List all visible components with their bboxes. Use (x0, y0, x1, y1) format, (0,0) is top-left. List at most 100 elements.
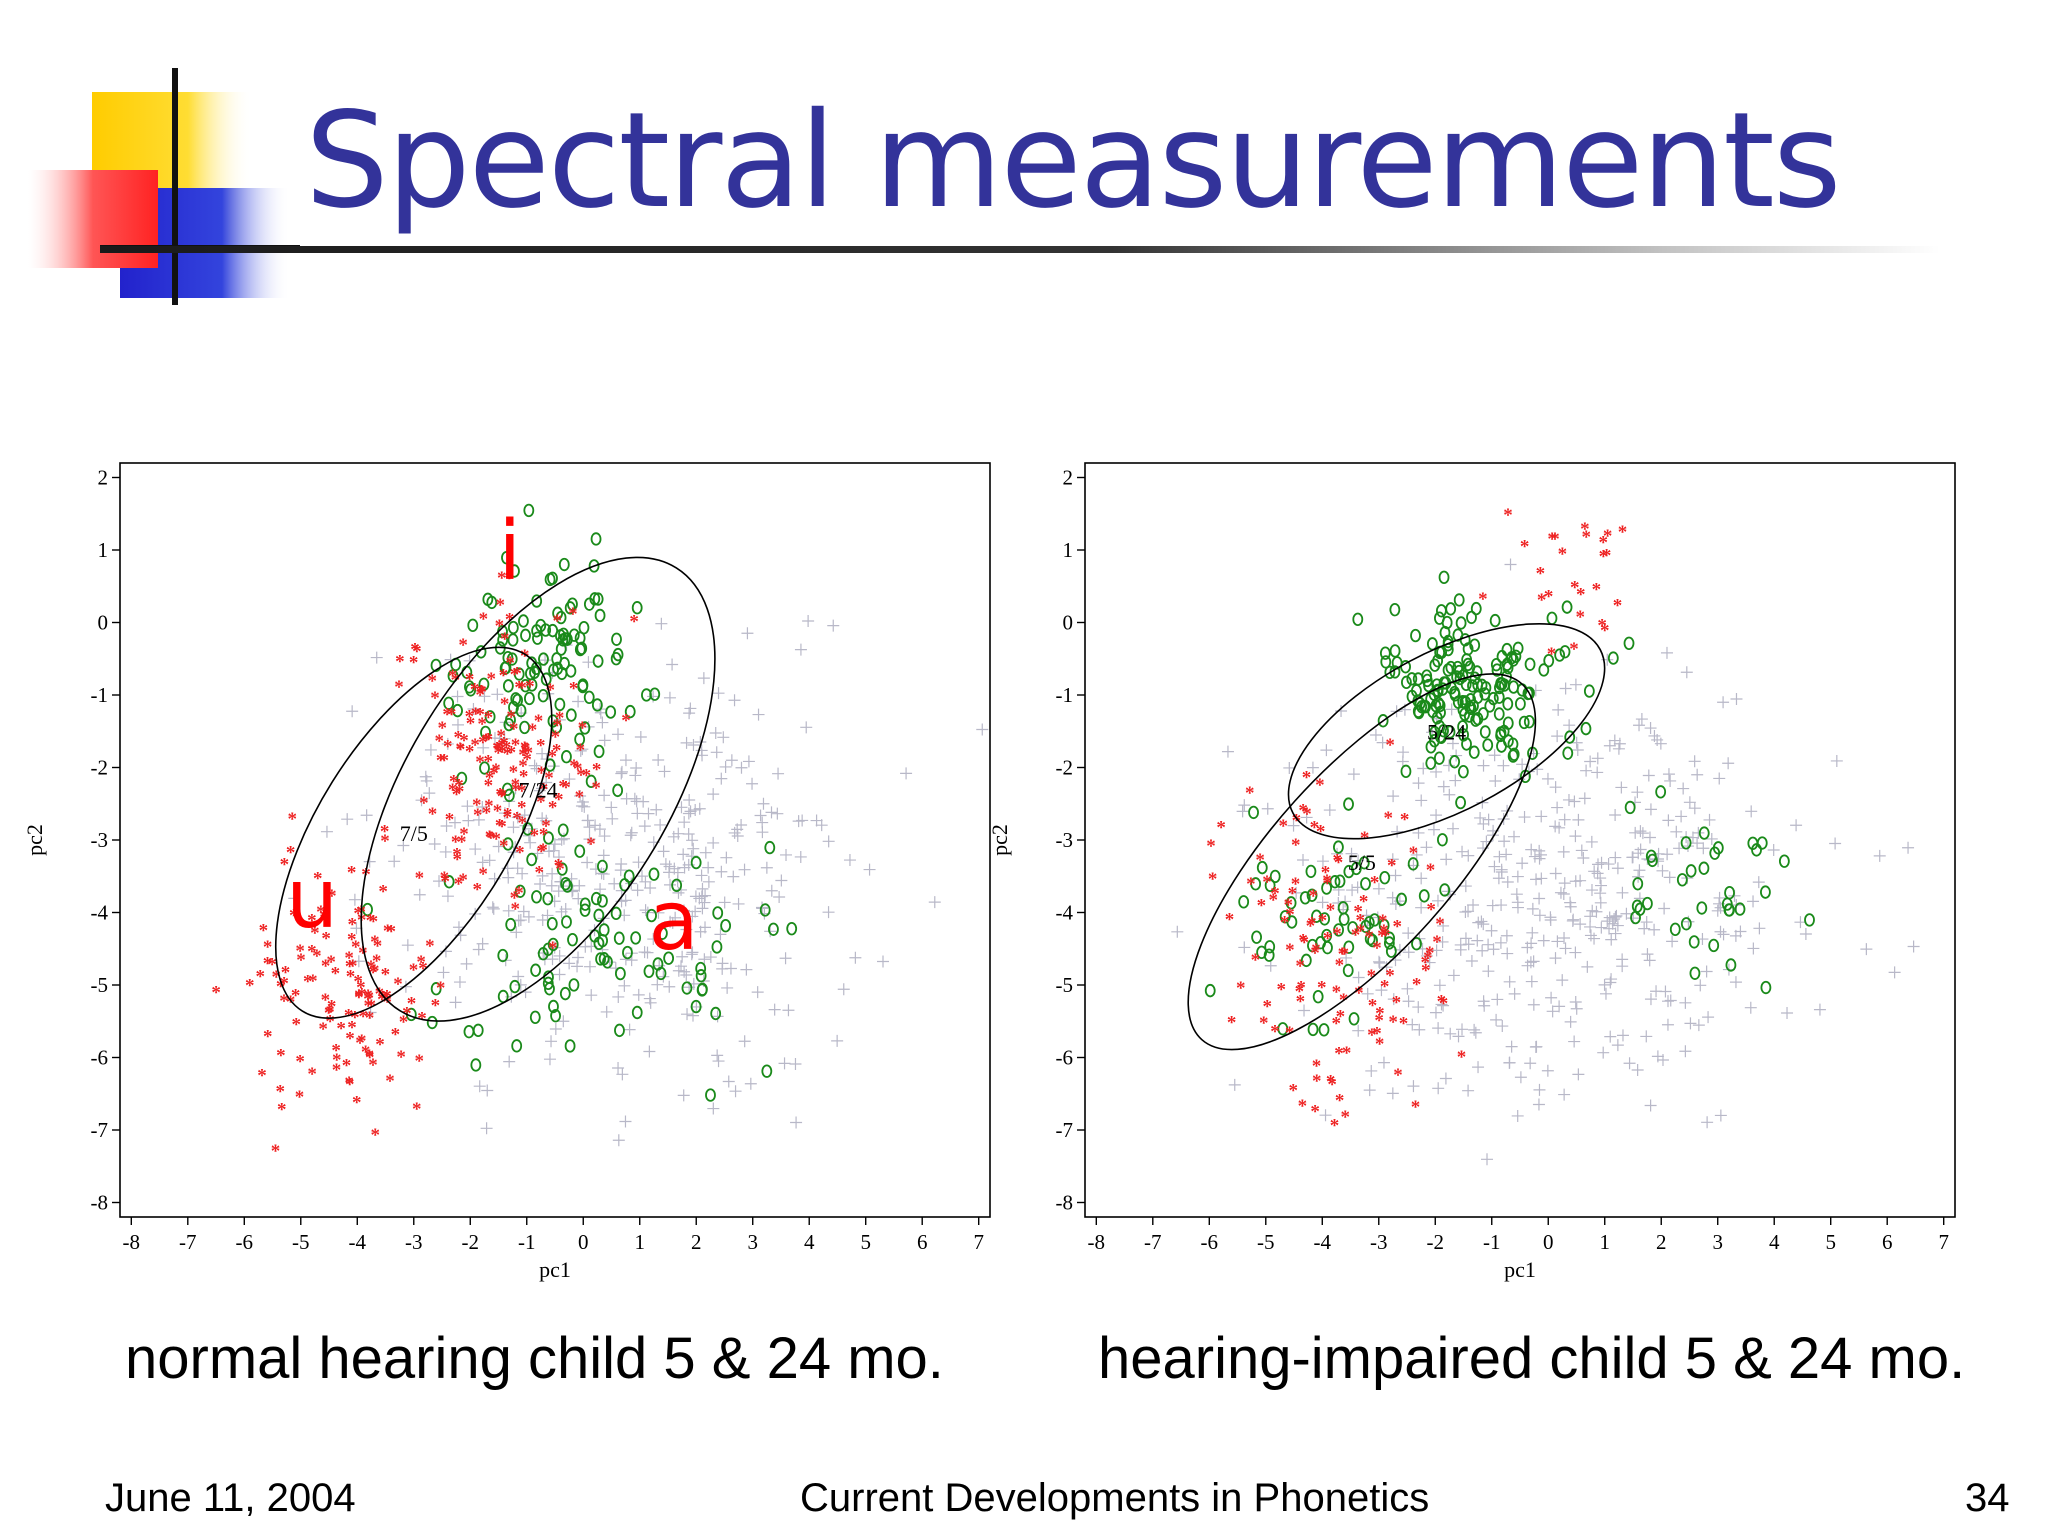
point-asterisk: * (289, 906, 299, 927)
point-asterisk: * (365, 1046, 375, 1067)
point-asterisk: * (321, 929, 331, 950)
point-asterisk: * (1298, 801, 1308, 822)
point-plus (1462, 1084, 1475, 1097)
point-plus (1495, 899, 1508, 912)
point-plus (707, 788, 720, 801)
point-plus (1584, 929, 1597, 942)
point-plus (1557, 845, 1570, 858)
point-asterisk: * (347, 1018, 357, 1039)
point-asterisk: * (394, 677, 404, 698)
point-asterisk: * (1367, 966, 1377, 987)
point-plus (1415, 794, 1428, 807)
point-circle (506, 652, 518, 666)
point-circle (1470, 713, 1482, 727)
point-plus (581, 814, 594, 827)
point-asterisk: * (518, 756, 528, 777)
point-circle (1688, 935, 1700, 949)
point-asterisk: * (479, 609, 489, 630)
point-plus (441, 737, 454, 750)
point-asterisk: * (591, 778, 601, 799)
point-plus (546, 867, 559, 880)
point-asterisk: * (475, 704, 485, 725)
point-asterisk: * (428, 804, 438, 825)
point-plus (657, 970, 670, 983)
point-asterisk: * (419, 793, 429, 814)
point-plus (768, 1003, 781, 1016)
point-asterisk: * (1262, 872, 1272, 893)
point-plus (1595, 856, 1608, 869)
point-asterisk: * (436, 751, 446, 772)
point-plus (1701, 1116, 1714, 1129)
point-asterisk: * (353, 971, 363, 992)
point-plus (514, 914, 527, 927)
point-plus (704, 951, 717, 964)
point-asterisk: * (358, 1007, 368, 1028)
point-plus (794, 643, 807, 656)
point-asterisk: * (548, 938, 558, 959)
point-plus (1656, 1053, 1669, 1066)
point-plus (1549, 867, 1562, 880)
point-circle (538, 652, 549, 666)
point-plus (698, 896, 711, 909)
point-plus (559, 903, 572, 916)
point-plus (572, 951, 585, 964)
point-asterisk: * (576, 740, 586, 761)
point-plus (1559, 942, 1572, 955)
point-plus (549, 1022, 562, 1035)
point-circle (1437, 833, 1448, 847)
point-circle (1360, 877, 1371, 891)
point-plus (1494, 936, 1507, 949)
point-circle (1406, 672, 1418, 686)
point-plus (1608, 734, 1621, 747)
point-plus (615, 767, 628, 780)
point-asterisk: * (536, 792, 546, 813)
point-asterisk: * (1295, 981, 1305, 1002)
point-plus (1430, 765, 1443, 778)
point-asterisk: * (568, 604, 578, 625)
point-plus (631, 807, 644, 820)
point-asterisk: * (1332, 982, 1342, 1003)
point-plus (1553, 1000, 1566, 1013)
point-asterisk: * (387, 922, 397, 943)
point-plus (771, 807, 784, 820)
point-circle (764, 840, 776, 855)
point-asterisk: * (1375, 1034, 1385, 1055)
point-asterisk: * (1569, 639, 1579, 660)
point-plus (1490, 1013, 1503, 1026)
point-asterisk: * (509, 719, 519, 740)
point-circle (1435, 604, 1447, 618)
point-plus (320, 825, 333, 838)
point-circle (695, 961, 707, 976)
point-plus (476, 856, 489, 869)
point-plus (619, 1115, 632, 1128)
point-asterisk: * (296, 950, 306, 971)
point-plus (694, 925, 707, 938)
point-circle (630, 931, 642, 945)
point-asterisk: * (332, 1050, 342, 1071)
point-plus (511, 862, 524, 875)
point-asterisk: * (573, 759, 583, 780)
point-asterisk: * (412, 641, 422, 662)
point-circle (540, 672, 552, 686)
point-plus (574, 790, 587, 803)
point-plus (1535, 810, 1548, 823)
point-asterisk: * (569, 679, 579, 700)
point-asterisk: * (1432, 932, 1442, 953)
point-circle (1432, 653, 1444, 668)
point-circle (1631, 899, 1643, 913)
y-axis-label: pc2 (987, 824, 1012, 856)
point-plus (615, 765, 628, 778)
point-asterisk: * (1340, 944, 1350, 965)
point-asterisk: * (1426, 860, 1436, 881)
point-plus (1501, 947, 1514, 960)
y-tick-label: -4 (91, 901, 109, 925)
point-plus (663, 691, 676, 704)
point-asterisk: * (1295, 956, 1305, 977)
point-plus (1604, 1030, 1617, 1043)
point-plus (1412, 777, 1425, 790)
point-plus (399, 980, 412, 993)
point-plus (1661, 1018, 1674, 1031)
point-circle (596, 859, 608, 874)
point-asterisk: * (517, 678, 527, 699)
point-plus (1558, 932, 1571, 945)
